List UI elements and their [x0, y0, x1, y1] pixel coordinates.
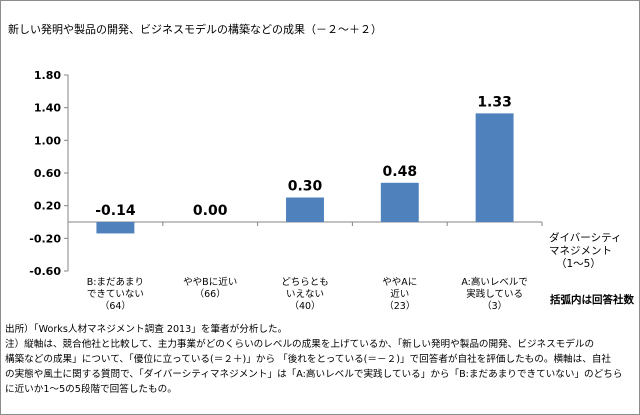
y-tick-label: -0.20 [29, 232, 61, 245]
y-tick-label: 1.80 [34, 69, 61, 82]
x-axis-title-line: （1～5） [556, 258, 601, 270]
y-tick-label: 0.60 [34, 167, 61, 180]
x-axis-title-line: マネジメント [549, 245, 612, 257]
axis-note: 括弧内は回答社数 [550, 293, 634, 306]
data-labels: -0.14 0.00 0.30 0.48 1.33 [95, 94, 512, 219]
category-label: （23） [384, 300, 415, 312]
category-label: （3） [482, 300, 507, 312]
category-label: （40） [289, 300, 320, 312]
data-label: 1.33 [477, 94, 512, 110]
category-label: A:高いレベルで [461, 276, 528, 288]
note-line-3: 構築などの成果」について、「優位に立っている(＝２＋)」から 「後れをとっている… [5, 354, 612, 365]
category-labels: B:まだあまりできていない（64） ややBに近い（66） どちらともいえない（40）… [87, 276, 528, 312]
y-tick-label: 0.20 [34, 200, 61, 213]
y-tick-label: -0.60 [29, 265, 61, 278]
note-line-4: の実態や風土に関する質問で、「ダイバーシティマネジメント」は「A:高いレベルで実… [5, 369, 623, 380]
category-label: どちらとも [281, 277, 329, 288]
data-label: 0.30 [288, 179, 323, 195]
category-label: （66） [195, 288, 226, 300]
bar [96, 222, 135, 234]
data-label: -0.14 [95, 203, 136, 219]
x-axis-title: ダイバーシティマネジメント（1～5） [549, 231, 621, 270]
category-label: ややBに近い [183, 276, 237, 288]
category-label: いえない [286, 289, 324, 300]
category-label: 近い [390, 288, 409, 300]
x-axis-title-line: ダイバーシティ [549, 231, 621, 244]
x-axis [67, 221, 543, 226]
note-line-1: 出所）「Works人材マネジメント調査 2013」を筆者が分析した。 [5, 324, 288, 335]
y-tick-label: 1.40 [34, 102, 61, 115]
note-line-5: に近いか1～5の5段階で回答したもの。 [5, 384, 177, 395]
category-label: B:まだあまり [87, 277, 144, 288]
bars [96, 113, 514, 234]
bar [380, 182, 419, 222]
bar-chart: 新しい発明や製品の開発、ビジネスモデルの構築などの成果（－２～＋２） -0.60… [8, 22, 634, 312]
bar [286, 197, 324, 222]
y-axis: -0.60 -0.20 0.20 0.60 1.00 1.40 1.80 [29, 69, 69, 278]
category-label: （64） [100, 300, 131, 312]
data-label: 0.00 [193, 203, 228, 219]
category-label: 実践している [466, 288, 523, 300]
category-label: できていない [87, 289, 144, 300]
data-label: 0.48 [383, 164, 418, 180]
bar [475, 113, 514, 222]
note-line-2: 注）縦軸は、競合他社と比較して、主力事業がどのくらいのレベルの成果を上げているか… [5, 339, 595, 350]
y-tick-label: 1.00 [34, 134, 61, 147]
chart-title: 新しい発明や製品の開発、ビジネスモデルの構築などの成果（－２～＋２） [8, 22, 382, 36]
category-label: ややAに [382, 277, 417, 288]
